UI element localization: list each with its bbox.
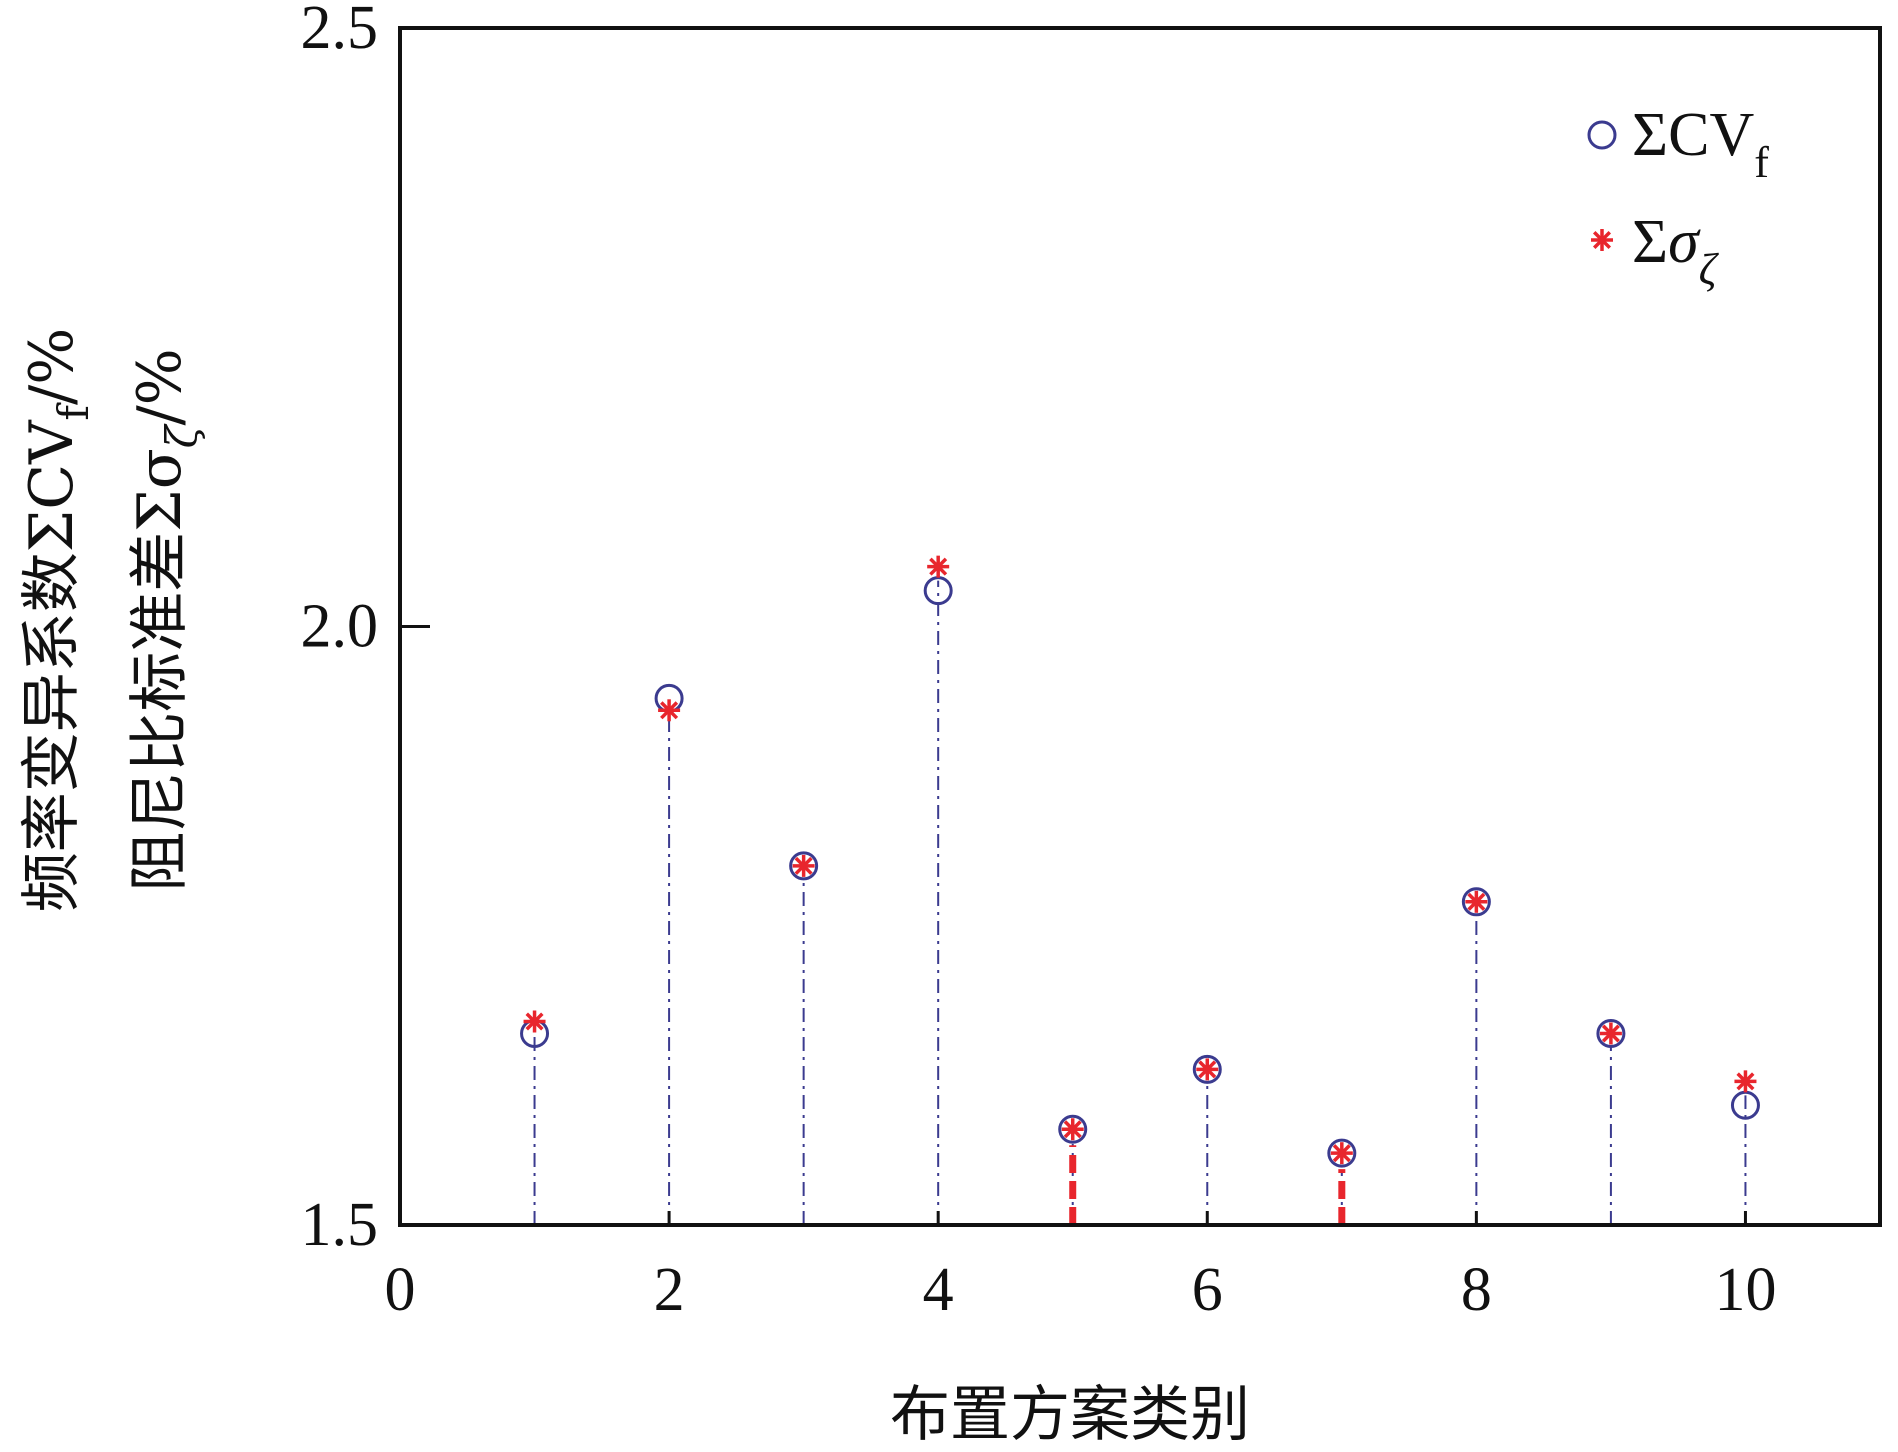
sigma-point <box>1061 1118 1084 1141</box>
cv-point <box>1058 1114 1088 1144</box>
x-tick-label: 8 <box>1461 1256 1492 1324</box>
sigma-point <box>792 854 815 877</box>
y-axis-title: 频率变异系数ΣCVf/% 阻尼比标准差Σσζ/% <box>17 328 206 912</box>
x-tick-label: 2 <box>654 1256 685 1324</box>
sigma-point <box>1196 1058 1219 1081</box>
stem-lines <box>533 580 1747 1225</box>
x-tick-label: 4 <box>923 1256 954 1324</box>
cv-point <box>1327 1138 1357 1168</box>
y-axis-title-line2: 阻尼比标准差Σσζ/% <box>125 348 206 891</box>
x-tick-label: 10 <box>1714 1256 1776 1324</box>
x-tick-label: 6 <box>1192 1256 1223 1324</box>
y-tick-label: 1.5 <box>301 1191 379 1259</box>
cv-point <box>1192 1054 1222 1084</box>
legend-sigma-label: Σσζ <box>1632 208 1720 294</box>
cv-point <box>1596 1018 1626 1048</box>
x-axis-title: 布置方案类别 <box>890 1380 1250 1450</box>
sigma-point <box>658 699 681 722</box>
sigma-point <box>927 555 950 578</box>
legend-cv-marker <box>1587 120 1617 150</box>
x-tick-label: 0 <box>385 1256 416 1324</box>
data-markers <box>520 555 1760 1168</box>
legend-cv-label: ΣCVf <box>1632 101 1769 187</box>
cv-point <box>789 851 819 881</box>
legend-sigma-marker <box>1591 229 1613 251</box>
sigma-point <box>1734 1070 1757 1093</box>
cv-point <box>1461 887 1491 917</box>
axis-ticks: 0 2 4 6 8 10 1.5 2.0 2.5 <box>301 0 1777 1324</box>
sigma-point <box>1465 890 1488 913</box>
legend: ΣCVf Σσζ <box>1587 101 1769 294</box>
sigma-point <box>1330 1142 1353 1165</box>
y-axis-title-line1: 频率变异系数ΣCVf/% <box>17 328 98 912</box>
y-tick-label: 2.5 <box>301 0 379 62</box>
sigma-point <box>1599 1022 1622 1045</box>
y-tick-label: 2.0 <box>301 593 379 661</box>
sigma-point <box>523 1010 546 1033</box>
